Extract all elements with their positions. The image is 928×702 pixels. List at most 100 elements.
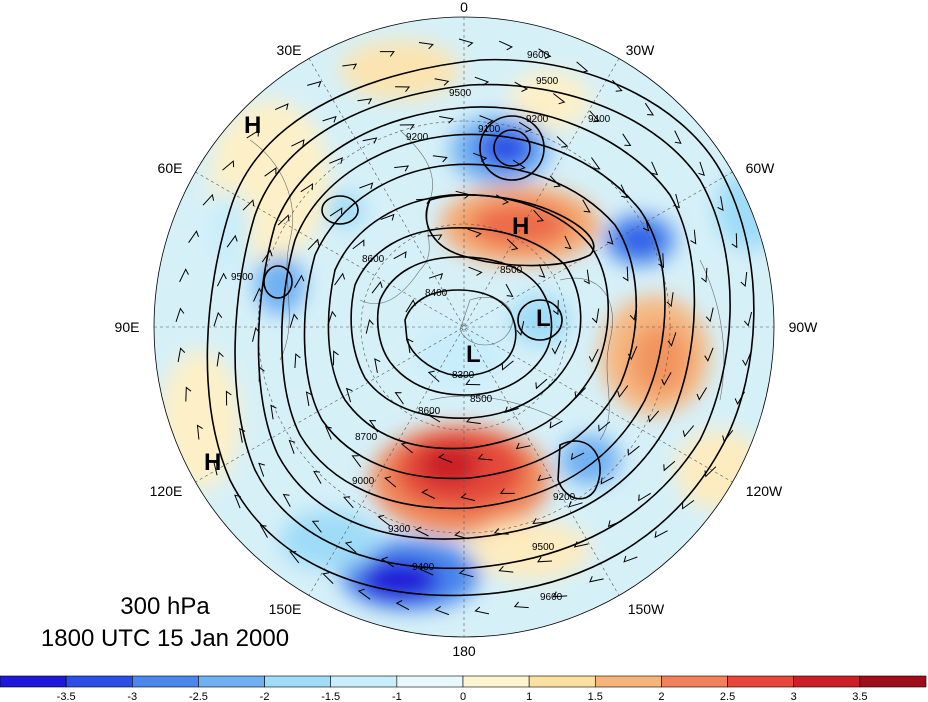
contour-label: 9500 [449, 88, 472, 99]
wind-barb [570, 452, 585, 461]
colorbar-box [661, 675, 728, 688]
lon-label: 150E [269, 601, 302, 617]
wind-barb [434, 605, 450, 616]
lon-label: 60W [746, 160, 776, 176]
wind-barb [620, 184, 628, 199]
wind-barb [384, 476, 397, 488]
longitude-labels: 0 30W 60W 90W 120W 150W 180 150E 120E 90… [115, 0, 819, 659]
wind-barb [274, 103, 289, 111]
wind-barb [479, 115, 494, 125]
low-center-label: L [536, 305, 551, 332]
colorbar-tick-label: -3.5 [57, 691, 76, 702]
contour-label: 8300 [452, 370, 475, 381]
wind-barb [421, 489, 435, 499]
colorbar-box [65, 675, 133, 688]
wind-barb [473, 152, 488, 162]
wind-barb [600, 476, 614, 485]
wind-barb [537, 474, 552, 482]
low-center-label: L [466, 341, 481, 368]
colorbar-tick-label: 0 [460, 691, 466, 702]
wind-barb [405, 299, 416, 313]
wind-barb [395, 600, 410, 611]
colorbar-box [528, 675, 596, 688]
contour-label: 9000 [352, 476, 375, 487]
wind-barb [465, 417, 481, 425]
contour-labels: 9600 9500 9500 9400 9200 9100 9200 9500 … [231, 50, 611, 603]
colorbar-box [727, 675, 795, 688]
wind-barb [342, 63, 358, 70]
wind-barb [381, 556, 395, 568]
wind-barb [498, 40, 513, 51]
wind-barb [661, 372, 672, 386]
wind-barb [644, 102, 655, 116]
wind-barb [499, 488, 515, 494]
wind-barb [612, 79, 623, 92]
wind-barb [495, 194, 510, 205]
contour-label: 8400 [425, 288, 448, 299]
wind-barb [590, 157, 601, 170]
wind-barb [591, 308, 600, 324]
wind-barb [213, 311, 223, 327]
wind-barb [629, 305, 638, 321]
wind-barb [598, 421, 611, 432]
contour-label: 9400 [588, 114, 611, 125]
wind-barb [505, 283, 514, 298]
wind-barb [549, 420, 563, 429]
wind-barb [216, 272, 227, 287]
contour-label: 9200 [553, 492, 576, 503]
wind-barb [324, 426, 332, 440]
colorbar-tick-label: 1 [526, 691, 532, 702]
wind-barb [258, 366, 265, 382]
wind-barb [506, 238, 519, 251]
wind-barb [617, 385, 629, 398]
wind-barb [638, 492, 651, 502]
wind-barb [458, 569, 474, 578]
colorbar-ticks: -3.5 -3 -2.5 -2 -1.5 -1 0 1 1.5 2 2.5 3 3.5 [57, 691, 868, 702]
contour-label: 9100 [478, 124, 501, 135]
anomaly-shading [154, 17, 774, 637]
wind-barb [589, 576, 604, 583]
wind-barb [427, 370, 440, 383]
wind-barb [414, 526, 429, 537]
wind-barb [498, 565, 514, 573]
wind-barb [289, 551, 300, 564]
wind-barb [704, 347, 714, 362]
wind-barb [379, 51, 395, 57]
contour-label: 9500 [536, 76, 559, 87]
wind-barb [345, 387, 353, 403]
wind-barb [434, 78, 450, 86]
colorbar-tick-label: 3.5 [852, 691, 867, 702]
wind-barb [537, 556, 553, 563]
wind-barb [717, 196, 724, 211]
colorbar-tick-label: 2.5 [720, 691, 735, 702]
wind-barb [535, 378, 548, 390]
wind-barb [439, 116, 455, 124]
wind-barb [468, 266, 483, 276]
wind-barb [258, 462, 265, 477]
wind-barb [552, 591, 568, 598]
wind-barb [460, 493, 476, 502]
wind-barb [213, 460, 220, 476]
wind-barb [343, 496, 354, 509]
wind-barb [722, 429, 734, 443]
wind-barb [698, 161, 705, 176]
wind-barb [300, 183, 314, 193]
wind-barb [246, 129, 260, 139]
lon-label: 90W [789, 319, 819, 335]
contour-label: 9200 [406, 132, 429, 143]
wind-barb [222, 160, 235, 171]
wind-barb [682, 425, 695, 438]
wind-barb [568, 501, 583, 508]
wind-barb [607, 520, 622, 528]
colorbar-box [264, 675, 332, 688]
wind-barb [377, 514, 390, 526]
wind-barb [334, 272, 346, 286]
pressure-centers: H H H L L [204, 112, 551, 476]
wind-barb [667, 332, 677, 347]
wind-barb [359, 182, 374, 190]
wind-barb [455, 190, 471, 199]
wind-barb [185, 386, 192, 402]
wind-barb [333, 350, 339, 366]
wind-barb [427, 234, 443, 241]
wind-barb [583, 269, 590, 285]
